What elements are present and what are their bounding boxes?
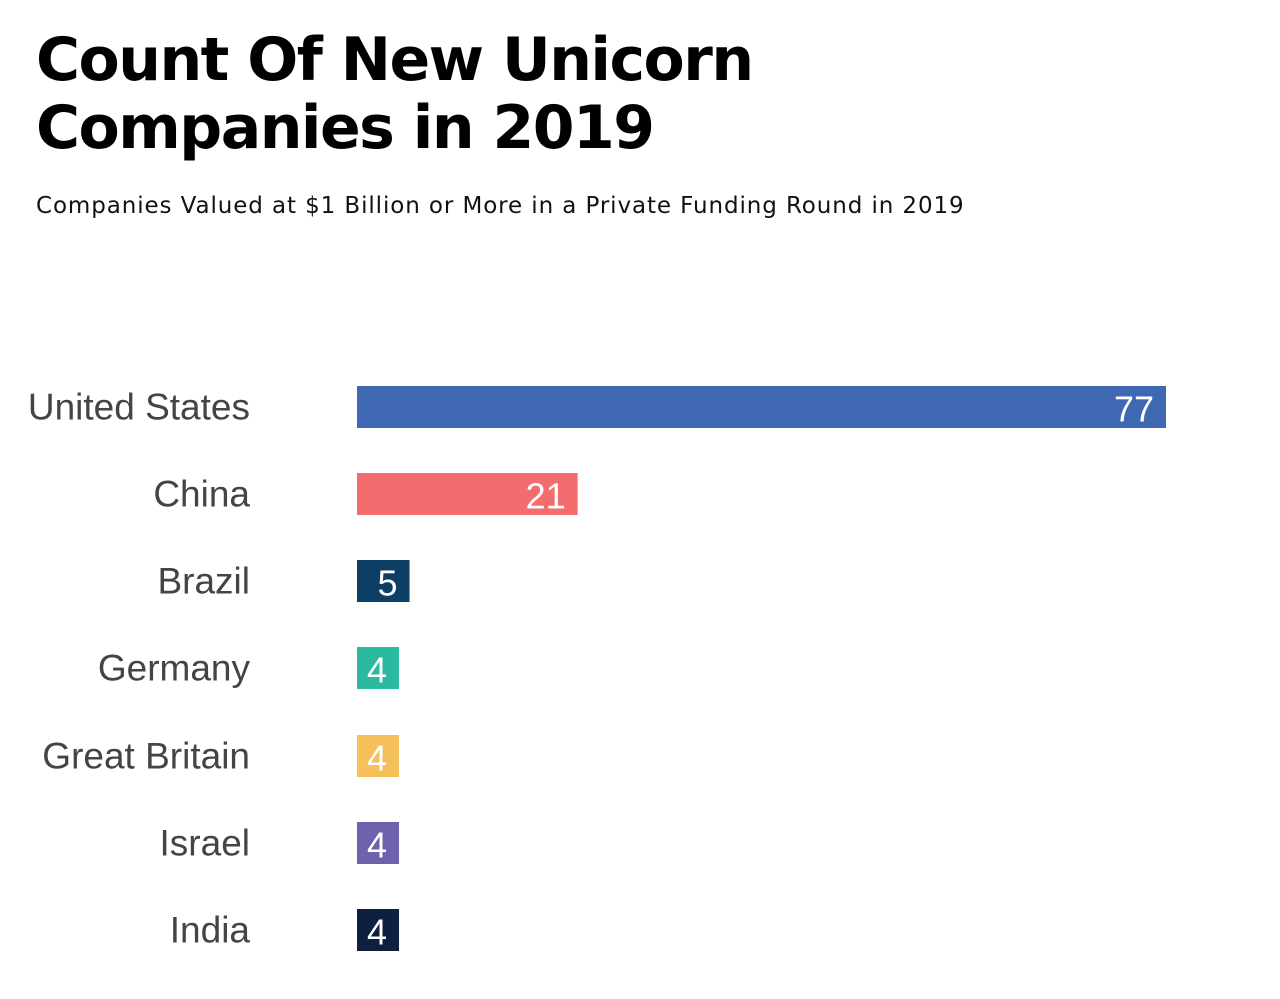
value-label: 5 xyxy=(378,563,398,604)
category-label: India xyxy=(170,910,251,951)
chart-title-line-1: Count Of New Unicorn xyxy=(36,25,754,95)
bar xyxy=(357,386,1166,428)
category-label: United States xyxy=(28,387,250,428)
value-label: 77 xyxy=(1114,389,1154,430)
chart-title: Count Of New Unicorn Companies in 2019 xyxy=(36,25,754,163)
chart-subtitle: Companies Valued at $1 Billion or More i… xyxy=(36,193,965,219)
bar xyxy=(357,909,400,951)
value-label: 4 xyxy=(367,650,387,691)
value-label: 4 xyxy=(367,825,387,866)
bar xyxy=(357,735,400,777)
category-label: China xyxy=(153,474,250,515)
bar xyxy=(357,822,400,864)
value-label: 4 xyxy=(367,912,387,953)
category-label: Germany xyxy=(98,648,251,689)
category-label: Israel xyxy=(160,823,250,864)
chart-title-line-2: Companies in 2019 xyxy=(36,93,655,163)
value-label: 21 xyxy=(526,476,566,517)
bar xyxy=(357,647,400,689)
category-label: Brazil xyxy=(157,561,250,602)
value-label: 4 xyxy=(367,738,387,779)
bar xyxy=(357,473,578,515)
category-label: Great Britain xyxy=(42,736,250,777)
bar xyxy=(357,560,410,602)
